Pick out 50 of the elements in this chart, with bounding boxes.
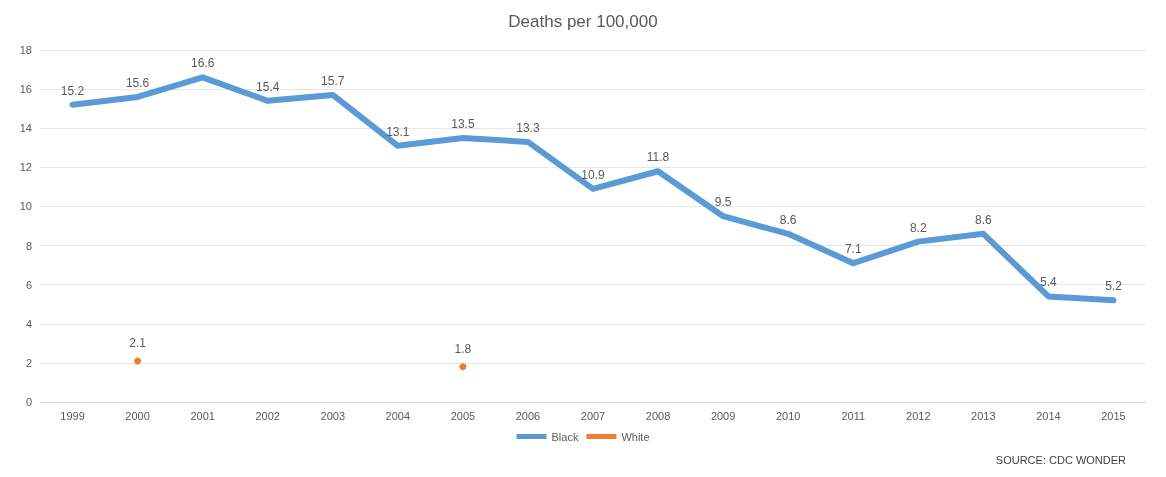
data-label: 10.9 (581, 167, 605, 182)
data-label: 15.6 (125, 75, 150, 90)
x-tick-label: 2015 (1101, 409, 1126, 422)
data-label: 8.6 (779, 212, 797, 227)
y-tick-label: 4 (25, 317, 32, 330)
y-tick-label: 6 (25, 278, 32, 291)
data-label: 8.6 (975, 212, 993, 227)
x-tick-label: 2000 (125, 409, 150, 422)
source-note: SOURCE: CDC WONDER (995, 453, 1127, 466)
y-tick-label: 12 (19, 161, 32, 174)
x-tick-label: 2004 (385, 409, 411, 422)
x-tick-label: 2002 (255, 409, 280, 422)
data-label: 1.8 (454, 342, 472, 357)
data-label: 13.5 (451, 117, 475, 131)
legend-label: Black (551, 430, 579, 443)
x-tick-label: 2013 (971, 409, 996, 422)
y-tick-label: 18 (19, 44, 32, 56)
x-tick-label: 2012 (906, 409, 931, 422)
x-tick-label: 2010 (775, 409, 801, 422)
x-tick-label: 2014 (1036, 409, 1061, 422)
data-label: 8.2 (909, 220, 927, 235)
y-tick-label: 8 (25, 239, 32, 252)
x-tick-label: 2008 (645, 409, 671, 422)
data-label: 7.1 (844, 242, 862, 257)
y-tick-label: 14 (19, 122, 32, 135)
data-label: 15.2 (60, 83, 85, 98)
data-label: 16.6 (190, 56, 215, 71)
x-tick-label: 2003 (320, 409, 346, 422)
data-label: 11.8 (646, 150, 670, 165)
x-tick-label: 2007 (580, 409, 606, 422)
y-tick-label: 2 (25, 356, 32, 369)
x-tick-label: 2005 (450, 409, 476, 422)
x-tick-label: 2001 (190, 409, 215, 422)
data-label: 15.4 (256, 79, 280, 94)
x-tick-label: 2006 (515, 409, 541, 422)
data-label: 5.4 (1040, 275, 1058, 290)
data-label: 9.5 (714, 195, 732, 210)
x-tick-label: 2009 (710, 409, 736, 422)
data-label: 13.1 (386, 124, 410, 139)
legend-label: White (621, 430, 650, 443)
y-tick-label: 0 (25, 396, 32, 408)
y-tick-label: 10 (19, 200, 32, 213)
data-label: 13.3 (516, 120, 540, 135)
x-tick-label: 1999 (60, 409, 85, 422)
data-label: 15.7 (321, 73, 345, 88)
x-tick-label: 2011 (841, 409, 866, 422)
data-label: 2.1 (129, 336, 147, 351)
chart-title: Deaths per 100,000 (508, 12, 658, 31)
y-tick-label: 16 (19, 83, 32, 96)
data-label: 5.2 (1105, 279, 1123, 294)
